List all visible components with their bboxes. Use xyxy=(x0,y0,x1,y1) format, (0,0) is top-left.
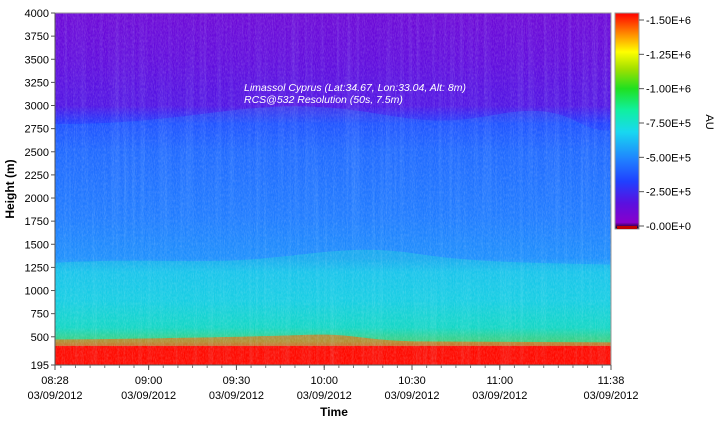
y-tick-label: 2000 xyxy=(25,193,49,205)
y-tick-label: 4000 xyxy=(25,8,49,20)
heatmap-plot-area xyxy=(55,13,611,365)
colorbar-tick-label: -0.00E+0 xyxy=(646,221,691,233)
colorbar-title: AU xyxy=(703,114,715,129)
annotation-line-1: Limassol Cyprus (Lat:34.67, Lon:33.04, A… xyxy=(244,82,466,94)
y-tick-label: 500 xyxy=(31,332,49,344)
x-axis-title: Time xyxy=(320,405,348,419)
heatmap-speckle xyxy=(55,13,611,365)
y-axis: 195 500 750 1000 1250 1500 1750 2000 2250 2500 275… xyxy=(25,8,56,372)
colorbar-tick-label: -5.00E+5 xyxy=(646,152,691,164)
x-tick-date: 03/09/2012 xyxy=(27,390,82,402)
x-tick-time: 09:30 xyxy=(223,375,251,387)
x-tick-time: 10:30 xyxy=(398,375,426,387)
x-axis: 08:28 03/09/2012 09:00 03/09/2012 09:30 03/09… xyxy=(27,364,639,402)
y-tick-label: 2250 xyxy=(25,170,49,182)
y-axis-title: Height (m) xyxy=(3,159,17,218)
x-tick-time: 11:00 xyxy=(486,375,513,387)
y-tick-label: 1500 xyxy=(25,239,49,251)
colorbar-tick-label: -2.50E+5 xyxy=(646,187,691,199)
colorbar: -0.00E+0 -2.50E+5 -5.00E+5 -7.50E+5 -1.00E+6… xyxy=(614,12,715,233)
y-tick-label: 3750 xyxy=(25,31,49,43)
x-tick-time: 08:28 xyxy=(41,375,69,387)
y-tick-label: 2750 xyxy=(25,124,49,136)
annotation-line-2: RCS@532 Resolution (50s, 7.5m) xyxy=(244,94,403,106)
colorbar-tick-label: -7.50E+5 xyxy=(646,118,691,130)
y-tick-label: 3500 xyxy=(25,54,49,66)
colorbar-underflow xyxy=(617,226,637,229)
y-tick-label: 3000 xyxy=(25,101,49,113)
y-tick-label: 2500 xyxy=(25,147,49,159)
colorbar-gradient xyxy=(614,12,640,230)
y-tick-label: 1750 xyxy=(25,216,49,228)
x-tick-date: 03/09/2012 xyxy=(297,390,352,402)
x-tick-time: 09:00 xyxy=(135,375,163,387)
colorbar-tick-label: -1.50E+6 xyxy=(646,15,691,27)
x-tick-time: 11:38 xyxy=(598,375,625,387)
x-tick-time: 10:00 xyxy=(310,375,338,387)
y-tick-label: 1250 xyxy=(25,262,49,274)
y-tick-label: 195 xyxy=(31,360,49,372)
x-tick-date: 03/09/2012 xyxy=(121,390,176,402)
y-tick-label: 3250 xyxy=(25,77,49,89)
colorbar-tick-label: -1.00E+6 xyxy=(646,84,691,96)
x-tick-date: 03/09/2012 xyxy=(583,390,638,402)
colorbar-tick-label: -1.25E+6 xyxy=(646,49,691,61)
x-tick-date: 03/09/2012 xyxy=(472,390,527,402)
y-tick-label: 1000 xyxy=(25,286,49,298)
x-tick-date: 03/09/2012 xyxy=(209,390,264,402)
colorbar-ticks: -0.00E+0 -2.50E+5 -5.00E+5 -7.50E+5 -1.00E+6… xyxy=(639,15,691,233)
x-tick-date: 03/09/2012 xyxy=(384,390,439,402)
y-tick-label: 750 xyxy=(31,309,49,321)
